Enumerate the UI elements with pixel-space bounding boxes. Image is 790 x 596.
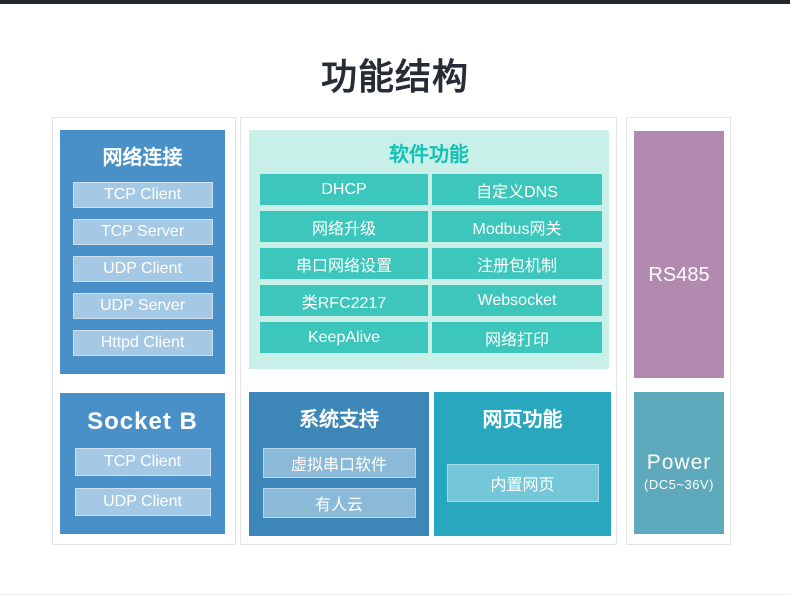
network-connection-box: 网络连接 TCP Client TCP Server UDP Client UD… <box>60 130 225 374</box>
software-cell-modbus-gateway: Modbus网关 <box>432 211 602 242</box>
page-title: 功能结构 <box>320 56 469 97</box>
software-cell-custom-dns: 自定义DNS <box>432 174 602 205</box>
socket-b-box: Socket B TCP Client UDP Client <box>60 393 225 534</box>
software-cell-dhcp: DHCP <box>260 174 428 205</box>
system-support-box: 系统支持 虚拟串口软件 有人云 <box>249 392 429 536</box>
rs485-label: RS485 <box>648 264 710 286</box>
software-cell-rfc2217: 类RFC2217 <box>260 285 428 316</box>
network-connection-title: 网络连接 <box>102 147 183 169</box>
software-functions-title: 软件功能 <box>389 144 469 166</box>
socket-item-udp-client: UDP Client <box>74 488 211 516</box>
panel-hardware: RS485 Power (DC5~36V) <box>626 117 731 545</box>
bottom-divider <box>0 594 790 595</box>
top-bar <box>0 0 790 4</box>
socket-item-tcp-client: TCP Client <box>74 448 211 476</box>
panel-software: 软件功能 DHCP 自定义DNS 网络升级 Modbus网关 串口网络设置 注册… <box>240 117 617 545</box>
network-item-tcp-client: TCP Client <box>72 182 213 208</box>
web-functions-box: 网页功能 内置网页 <box>434 392 611 536</box>
network-item-tcp-server: TCP Server <box>72 219 213 245</box>
web-functions-title: 网页功能 <box>482 409 563 431</box>
software-functions-grid: DHCP 自定义DNS 网络升级 Modbus网关 串口网络设置 注册包机制 类… <box>260 174 602 353</box>
software-cell-network-print: 网络打印 <box>432 322 602 353</box>
software-cell-network-upgrade: 网络升级 <box>260 211 428 242</box>
power-voltage-label: (DC5~36V) <box>644 476 714 492</box>
software-functions-box: 软件功能 DHCP 自定义DNS 网络升级 Modbus网关 串口网络设置 注册… <box>249 130 609 369</box>
network-item-httpd-client: Httpd Client <box>72 330 213 356</box>
socket-b-title: Socket B <box>87 408 198 435</box>
system-item-usr-cloud: 有人云 <box>262 488 416 518</box>
rs485-box: RS485 <box>634 131 724 378</box>
power-label: Power <box>646 450 712 474</box>
network-item-udp-client: UDP Client <box>72 256 213 282</box>
software-cell-keepalive: KeepAlive <box>260 322 428 353</box>
system-item-virtual-serial: 虚拟串口软件 <box>262 448 416 478</box>
panel-network-connection: 网络连接 TCP Client TCP Server UDP Client UD… <box>52 117 236 545</box>
system-support-title: 系统支持 <box>299 409 379 431</box>
power-box: Power (DC5~36V) <box>634 392 724 534</box>
software-cell-registration-packet: 注册包机制 <box>432 248 602 279</box>
software-cell-websocket: Websocket <box>432 285 602 316</box>
network-item-udp-server: UDP Server <box>72 293 213 319</box>
web-item-builtin-webpage: 内置网页 <box>446 464 599 502</box>
software-cell-serial-network-setup: 串口网络设置 <box>260 248 428 279</box>
